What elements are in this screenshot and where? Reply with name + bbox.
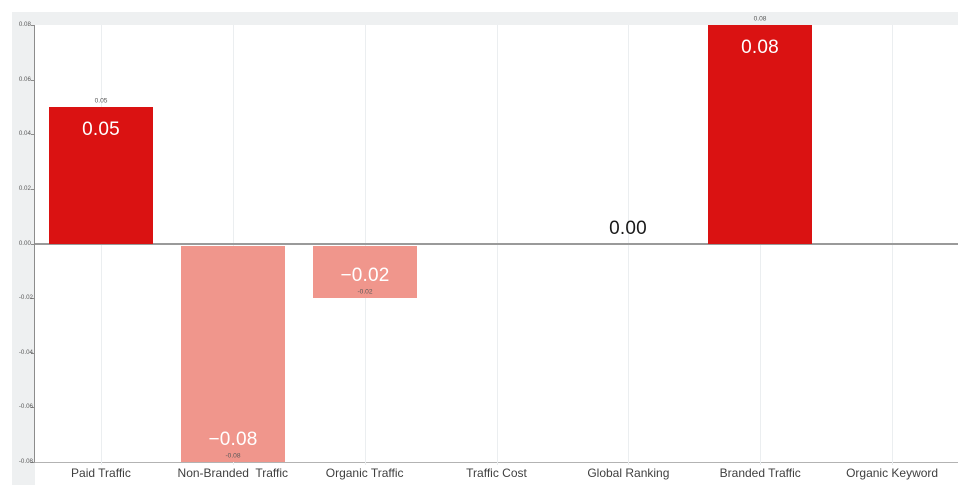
value-label-paid-traffic: 0.05 bbox=[82, 119, 120, 140]
x-axis-label-organic-traffic: Organic Traffic bbox=[325, 466, 404, 480]
value-label-non-branded-traffic: −0.08 bbox=[208, 429, 258, 450]
y-tick-label: 0.08 bbox=[18, 21, 31, 28]
x-axis-label-global-ranking: Global Ranking bbox=[587, 466, 670, 480]
y-tick-label: 0.02 bbox=[18, 185, 31, 192]
y-axis-margin bbox=[12, 12, 35, 485]
value-label-branded-traffic: 0.08 bbox=[741, 37, 779, 58]
y-tick-0.04 bbox=[31, 134, 35, 135]
small-value-label-organic-traffic: -0.02 bbox=[357, 288, 373, 296]
y-tick-label: 0.04 bbox=[18, 130, 31, 137]
bar-non-branded-traffic[interactable] bbox=[181, 246, 285, 462]
value-label-global-ranking: 0.00 bbox=[609, 218, 647, 239]
gridline-paid-traffic bbox=[101, 25, 102, 465]
y-tick-label: 0.06 bbox=[18, 76, 31, 83]
zero-axis-line bbox=[35, 243, 958, 245]
y-tick-0.02 bbox=[31, 189, 35, 190]
gridline-organic-keyword bbox=[892, 25, 893, 465]
x-axis: Paid Traffic Non-Branded Traffic Organic T… bbox=[35, 463, 958, 485]
bar-chart-canvas: 0.08 0.06 0.04 0.02 0.00 -0.02 -0.04 -0.06 -0.08… bbox=[12, 12, 958, 485]
x-axis-label-organic-keyword: Organic Keyword bbox=[846, 466, 939, 480]
gridline-branded-traffic bbox=[760, 25, 761, 465]
y-tick--0.02 bbox=[31, 298, 35, 299]
small-value-label-paid-traffic: 0.05 bbox=[94, 97, 108, 105]
value-label-organic-traffic: −0.02 bbox=[340, 265, 390, 286]
x-axis-label-paid-traffic: Paid Traffic bbox=[71, 466, 131, 480]
y-tick-label: -0.08 bbox=[18, 458, 33, 465]
bar-branded-traffic[interactable] bbox=[708, 25, 812, 244]
bar-paid-traffic[interactable] bbox=[49, 107, 153, 244]
y-tick-0.06 bbox=[31, 80, 35, 81]
small-value-label-non-branded-traffic: -0.08 bbox=[225, 452, 241, 460]
gridline-non-branded-traffic bbox=[233, 25, 234, 465]
y-tick-0.08 bbox=[31, 25, 35, 26]
plot-area: 0.05 0.05 −0.08 -0.08 −0.02 -0.02 0.00 0.08 0.08 bbox=[34, 15, 958, 465]
y-tick-label: -0.06 bbox=[18, 403, 33, 410]
x-axis-label-non-branded-traffic: Non-Branded Traffic bbox=[177, 466, 289, 480]
gridline-global-ranking bbox=[628, 25, 629, 465]
gridline-traffic-cost bbox=[497, 25, 498, 465]
y-tick-label: -0.02 bbox=[18, 294, 33, 301]
gridline-organic-traffic bbox=[365, 25, 366, 465]
y-tick--0.04 bbox=[31, 353, 35, 354]
y-tick-label: -0.04 bbox=[18, 349, 33, 356]
x-axis-label-traffic-cost: Traffic Cost bbox=[466, 466, 527, 480]
bar-organic-traffic[interactable] bbox=[313, 246, 417, 298]
y-tick-0.00 bbox=[31, 244, 35, 245]
x-axis-label-branded-traffic: Branded Traffic bbox=[719, 466, 801, 480]
chart-top-margin bbox=[12, 12, 958, 25]
y-tick--0.08 bbox=[31, 462, 35, 463]
y-tick-label: 0.00 bbox=[18, 240, 31, 247]
y-tick--0.06 bbox=[31, 407, 35, 408]
small-value-label-branded-traffic: 0.08 bbox=[753, 15, 767, 23]
